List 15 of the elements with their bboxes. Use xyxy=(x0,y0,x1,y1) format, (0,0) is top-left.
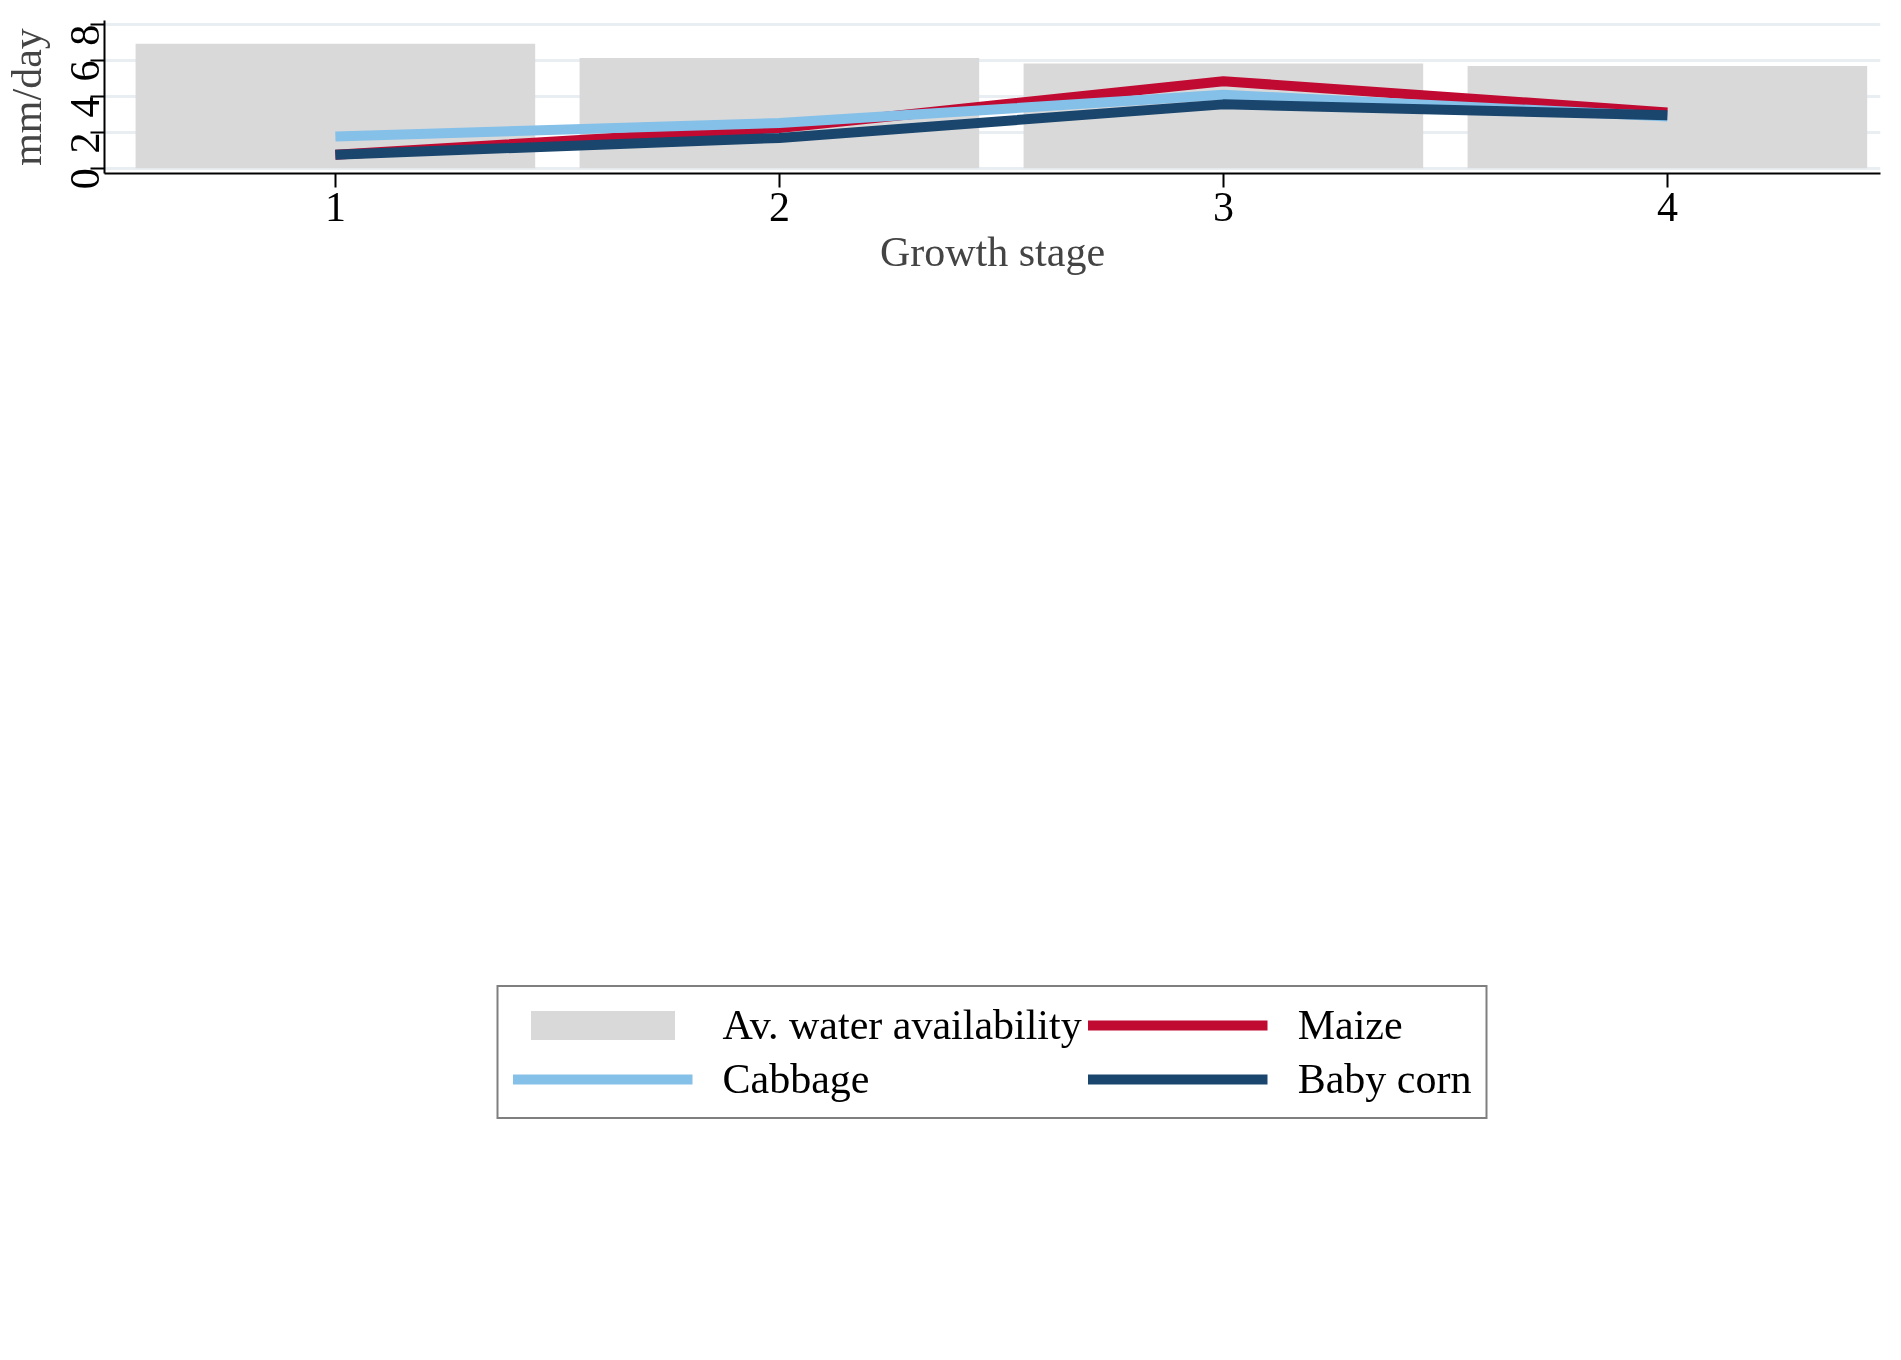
x-tick-label: 1 xyxy=(324,183,346,230)
y-axis-title: mm/day xyxy=(3,28,50,166)
x-tick-label: 4 xyxy=(1656,183,1678,230)
legend-label: Cabbage xyxy=(722,1055,870,1103)
x-axis-title: Growth stage xyxy=(879,228,1106,275)
legend-label: Av. water availability xyxy=(722,1001,1082,1049)
y-tick-label: 2 xyxy=(62,132,109,154)
y-tick-label: 4 xyxy=(62,96,109,118)
x-tick-label: 2 xyxy=(768,183,790,230)
y-tick-label: 8 xyxy=(62,24,109,46)
x-tick-label: 3 xyxy=(1212,183,1234,230)
legend-label: Baby corn xyxy=(1297,1055,1472,1103)
y-tick-label: 6 xyxy=(62,60,109,82)
y-tick-label: 0 xyxy=(62,168,109,190)
legend-label: Maize xyxy=(1297,1001,1403,1049)
